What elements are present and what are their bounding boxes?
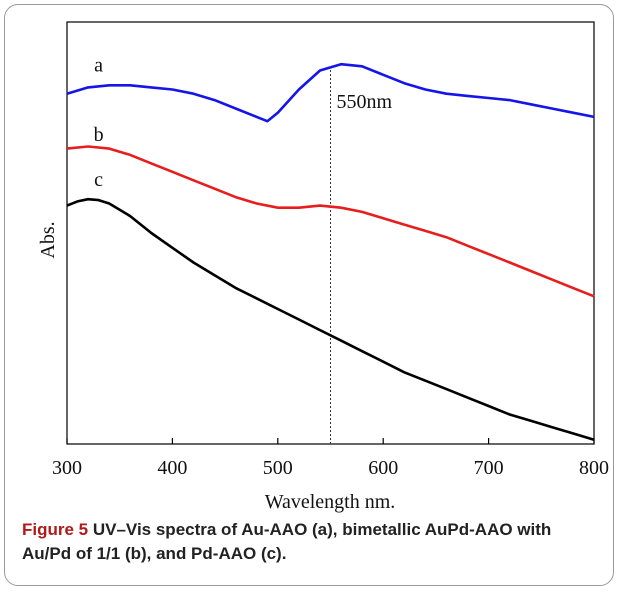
plot-area: 300 400 500 600 700 800 a b c: [52, 21, 609, 479]
caption-text: UV–Vis spectra of Au-AAO (a), bimetallic…: [22, 520, 552, 563]
series-line-c: [66, 197, 595, 442]
reference-line-label: 550nm: [337, 91, 393, 113]
x-tick-label: 400: [157, 457, 187, 479]
series-line-b: [66, 145, 595, 298]
x-tick-label: 500: [263, 457, 293, 479]
x-tick-label: 600: [368, 457, 398, 479]
x-tick-label: 800: [579, 457, 609, 479]
axes-box: [66, 21, 595, 445]
figure-caption: Figure 5 UV–Vis spectra of Au-AAO (a), b…: [22, 518, 602, 566]
x-axis-label: Wavelength nm.: [265, 491, 396, 513]
series-label-a: a: [94, 54, 103, 76]
y-axis-label: Abs.: [37, 221, 59, 258]
x-tick-label: 300: [52, 457, 82, 479]
series-line-a: [66, 62, 595, 123]
caption-label: Figure 5: [22, 520, 89, 539]
x-ticks: 300 400 500 600 700 800: [52, 438, 609, 479]
series-labels: a b c: [94, 54, 104, 191]
series-label-b: b: [94, 124, 104, 146]
series-label-c: c: [94, 169, 103, 191]
series-layer: [66, 62, 595, 442]
x-tick-label: 700: [474, 457, 504, 479]
